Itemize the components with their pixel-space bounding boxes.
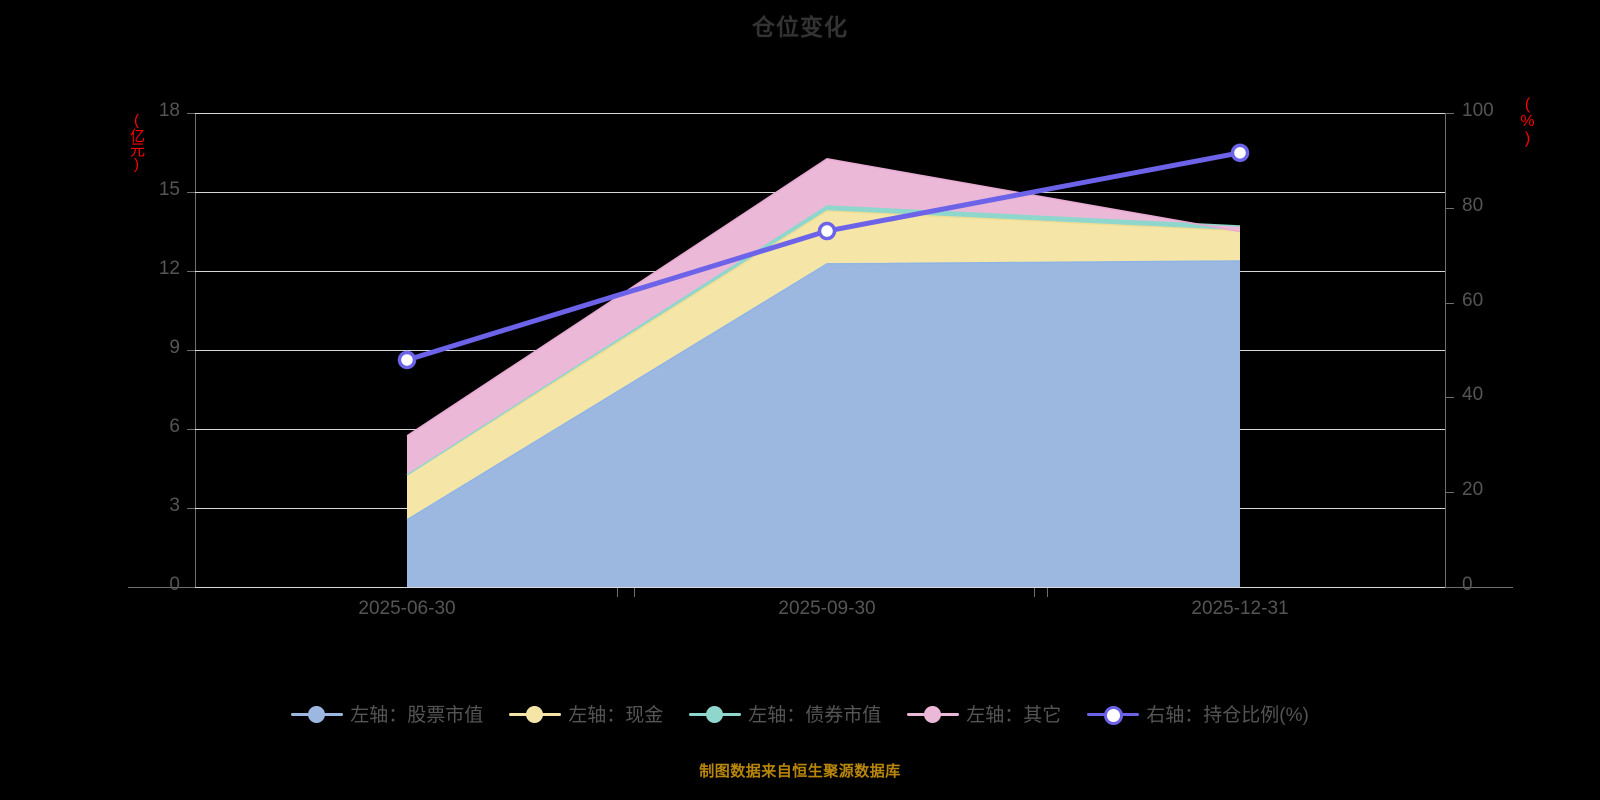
gridline	[195, 113, 1445, 114]
left-axis-unit-label: (亿元)	[128, 112, 145, 172]
left-axis-tick	[187, 429, 195, 430]
left-axis-tick	[187, 587, 195, 588]
chart-legend: 左轴：股票市值 左轴：现金 左轴：债券市值 左轴：其它 右轴：持仓比例(%)	[0, 700, 1600, 727]
left-axis-tick	[187, 350, 195, 351]
legend-item-2[interactable]: 左轴：债券市值	[689, 700, 881, 727]
page-title: 仓位变化	[752, 14, 848, 40]
right-axis-tick	[1446, 113, 1454, 114]
right-axis-tick-label: 80	[1462, 194, 1484, 216]
x-axis-minor-tick	[1033, 588, 1035, 597]
left-axis-tick-label: 18	[158, 100, 180, 121]
legend-dot-icon	[1087, 703, 1140, 725]
right-axis-tick-label: 40	[1462, 384, 1484, 406]
x-axis-tick-label: 2025-12-31	[1191, 598, 1289, 619]
left-axis-tick-label: 9	[169, 337, 180, 358]
right-axis-tick	[1446, 587, 1454, 588]
left-axis-tick	[187, 271, 195, 272]
area-boundary-line	[406, 260, 1241, 521]
left-axis-tick	[187, 113, 195, 114]
x-axis-tick	[634, 588, 635, 597]
series-canvas	[397, 143, 1250, 587]
legend-item-0[interactable]: 左轴：股票市值	[291, 700, 483, 727]
right-axis-line	[1445, 113, 1446, 588]
legend-item-4[interactable]: 右轴：持仓比例(%)	[1087, 700, 1309, 727]
x-axis-tick	[1047, 588, 1048, 597]
right-axis-tick	[1446, 492, 1454, 494]
legend-item-label: 左轴：债券市值	[748, 705, 882, 726]
x-axis-minor-tick	[617, 588, 618, 597]
x-axis-tick-label: 2025-09-30	[778, 598, 876, 619]
left-axis-tick	[187, 192, 195, 193]
plot-area	[195, 113, 1445, 587]
legend-dot-icon	[689, 703, 742, 725]
right-axis-tick-label: 20	[1462, 479, 1484, 501]
legend-item-label: 左轴：其它	[966, 705, 1062, 726]
legend-dot-icon	[509, 703, 562, 725]
right-axis-tick	[1446, 207, 1454, 209]
ratio-point[interactable]	[817, 221, 837, 241]
left-axis-tick-label: 0	[169, 574, 180, 595]
right-axis-tick	[1446, 397, 1454, 399]
right-axis-tick-label: 100	[1462, 100, 1494, 121]
right-axis-tick	[1446, 302, 1454, 304]
left-axis-tick	[187, 508, 195, 509]
left-axis-tick-label: 15	[158, 179, 180, 200]
legend-item-3[interactable]: 左轴：其它	[907, 700, 1061, 727]
area-boundary-line	[406, 210, 1241, 476]
area-boundary-line	[406, 205, 1241, 476]
x-axis-tick-label: 2025-06-30	[358, 598, 456, 619]
right-axis-tick-label: 0	[1462, 574, 1473, 595]
gridline	[195, 587, 1445, 588]
right-axis-tick-label: 60	[1462, 289, 1484, 311]
ratio-point[interactable]	[397, 350, 417, 370]
area-stock	[407, 260, 1240, 587]
left-axis-tick-label: 12	[158, 258, 180, 279]
legend-item-1[interactable]: 左轴：现金	[509, 700, 663, 727]
left-axis-tick-label: 6	[169, 416, 180, 437]
area-boundary-line	[406, 158, 1241, 437]
legend-item-label: 左轴：现金	[568, 705, 664, 726]
left-axis-tick-label: 3	[169, 495, 180, 516]
area-cash	[407, 210, 1240, 520]
ratio-point[interactable]	[1230, 143, 1250, 163]
legend-dot-icon	[291, 703, 344, 725]
legend-item-label: 右轴：持仓比例(%)	[1146, 705, 1309, 726]
legend-dot-icon	[907, 703, 960, 725]
source-note: 制图数据来自恒生聚源数据库	[699, 763, 901, 780]
legend-item-label: 左轴：股票市值	[350, 705, 484, 726]
right-axis-unit-label: (%)	[1519, 96, 1536, 147]
